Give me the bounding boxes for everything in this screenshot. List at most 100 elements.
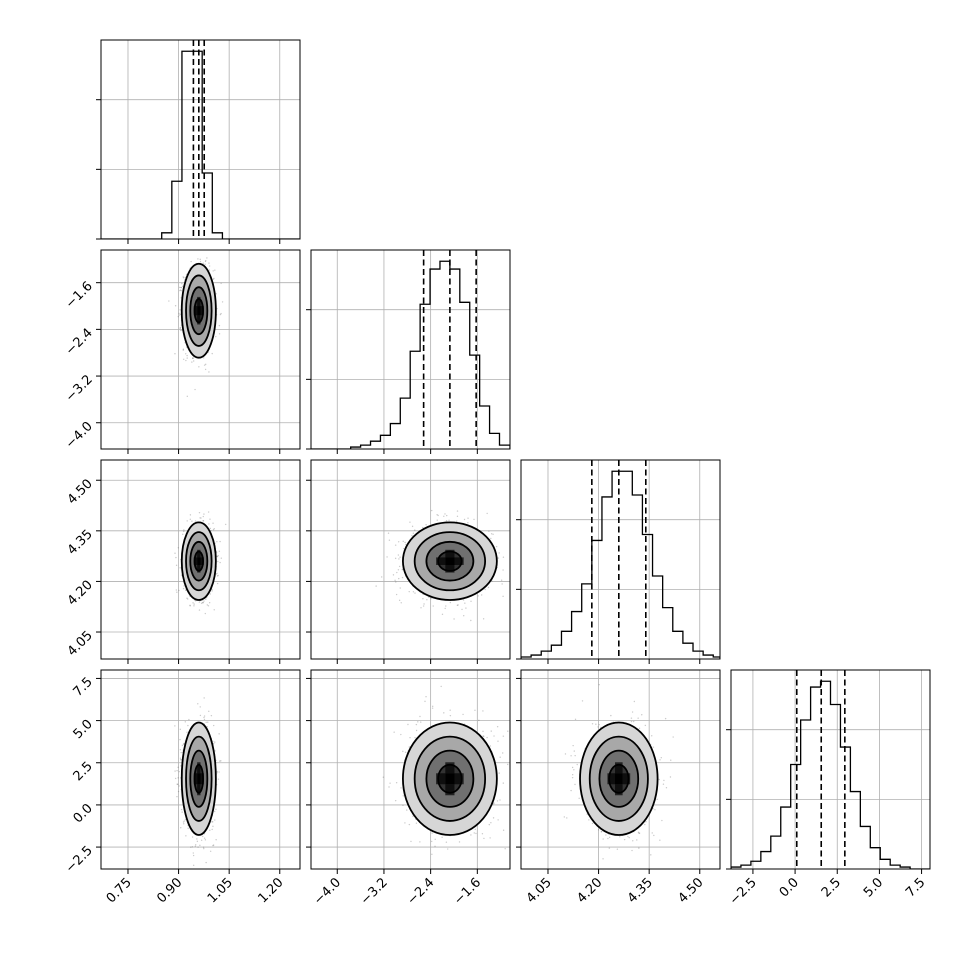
joint-panel-1-2-sample-180 [414, 529, 416, 531]
joint-panel-2-3-sample-1110 [672, 736, 674, 738]
joint-panel-0-1-core [193, 296, 204, 325]
joint-panel-0-3-sample-918 [181, 744, 184, 747]
joint-panel-1-2 [306, 459, 511, 664]
joint-panel-1-2-sample-1217 [386, 556, 388, 558]
joint-panel-1-2-sample-402 [411, 534, 413, 537]
joint-panel-0-3-sample-1252 [211, 821, 213, 823]
joint-panel-0-3-sample-1233 [192, 854, 195, 857]
joint-panel-0-2-sample-892 [207, 511, 210, 513]
joint-panel-2-3-sample-404 [659, 839, 661, 841]
joint-panel-0-2-sample-1062 [175, 556, 177, 559]
joint-panel-2-3-sample-1179 [651, 735, 653, 737]
joint-panel-0-1-sample-532 [184, 276, 187, 278]
joint-panel-0-3-sample-666 [174, 770, 176, 772]
joint-panel-1-2-sample-1040 [490, 537, 492, 540]
joint-panel-0-2: 4.05 4.20 4.35 4.50 [65, 459, 301, 664]
joint-panel-1-3-sample-615 [489, 837, 491, 839]
joint-panel-0-3-sample-83 [203, 715, 206, 717]
joint-panel-0-1-sample-1102 [178, 312, 180, 315]
joint-panel-1-2-sample-1122 [501, 583, 503, 585]
joint-panel-1-2-sample-1304 [498, 552, 500, 554]
x-tick-label-3-2: 2.5 [819, 875, 844, 900]
joint-panel-1-2-sample-741 [492, 533, 494, 535]
joint-panel-0-1-sample-639 [219, 313, 222, 316]
joint-panel-1-2-sample-310 [453, 618, 455, 620]
y-tick-label-3-4: 7.5 [71, 675, 96, 700]
hist-panel-1-area [311, 250, 510, 449]
joint-panel-1-2-sample-993 [395, 581, 397, 583]
joint-panel-1-3-area [311, 670, 514, 869]
joint-panel-1-3-core-cell-0-1 [436, 773, 446, 785]
joint-panel-0-2-sample-169 [209, 518, 211, 520]
joint-panel-1-2-sample-187 [456, 510, 459, 512]
joint-panel-0-1-sample-1336 [199, 260, 202, 263]
joint-panel-1-2-sample-93 [482, 618, 485, 620]
joint-panel-0-1-sample-673 [213, 277, 215, 280]
joint-panel-0-2-sample-92 [202, 515, 204, 518]
joint-panel-1-2-sample-410 [502, 569, 504, 571]
joint-panel-2-3-sample-616 [632, 840, 634, 842]
joint-panel-0-3-sample-202 [202, 846, 205, 849]
joint-panel-2-3-sample-611 [659, 759, 661, 761]
joint-panel-1-3-sample-297 [486, 736, 488, 739]
joint-panel-0-3-core-cell-0-1 [193, 773, 198, 785]
joint-panel-0-3-sample-1002 [219, 760, 221, 762]
joint-panel-0-1-sample-189 [179, 289, 182, 291]
joint-panel-1-3-sample-1224 [490, 730, 492, 732]
joint-panel-1-2-sample-440 [430, 509, 433, 512]
joint-panel-1-3-sample-518 [388, 786, 390, 788]
joint-panel-0-3-sample-356 [195, 844, 197, 846]
joint-panel-2-3-frame [520, 669, 721, 870]
joint-panel-1-3-sample-392 [419, 841, 421, 843]
joint-panel-0-2-sample-69 [213, 609, 215, 611]
joint-panel-0-3-sample-1305 [180, 758, 182, 761]
joint-panel-1-3-sample-889 [504, 848, 506, 850]
joint-panel-2-3-sample-690 [652, 746, 655, 748]
joint-panel-2-3-sample-908 [661, 819, 663, 822]
y-tick-label-2-2: 4.35 [65, 527, 96, 558]
joint-panel-0-1-sample-1251 [182, 277, 185, 279]
joint-panel-0-2-sample-67 [216, 555, 219, 558]
joint-panel-1-2-sample-625 [491, 580, 493, 582]
joint-panel-1-2-sample-1303 [414, 592, 416, 594]
joint-panel-1-3-sample-761 [513, 786, 514, 787]
joint-panel-1-3-sample-1371 [382, 776, 385, 778]
joint-panel-0-2-sample-1000 [182, 533, 184, 536]
joint-panel-1-2-sample-580 [397, 554, 400, 556]
joint-panel-1-3-sample-558 [440, 685, 442, 688]
joint-panel-1-2-sample-596 [477, 595, 479, 597]
joint-panel-1-2-sample-495 [392, 574, 395, 576]
joint-panel-0-1-sample-1303 [185, 359, 187, 362]
joint-panel-2-3-sample-1008 [630, 720, 633, 723]
joint-panel-0-2-sample-105 [176, 591, 178, 593]
joint-panel-2-3-sample-859 [628, 836, 630, 839]
joint-panel-2-3-sample-285 [631, 711, 634, 713]
joint-panel-0-1-sample-510 [198, 366, 200, 368]
joint-panel-0-3-core-cell-1-1 [197, 773, 201, 785]
joint-panel-0-1-sample-781 [204, 263, 206, 265]
joint-panel-1-3-sample-1029 [431, 705, 434, 708]
joint-panel-0-3-sample-1351 [194, 845, 197, 848]
joint-panel-0-3-sample-1024 [188, 718, 190, 721]
joint-panel-1-3-sample-272 [482, 735, 484, 737]
joint-panel-0-1-sample-1379 [199, 258, 201, 261]
joint-panel-1-3-contour-2 [413, 735, 487, 822]
joint-panel-1-2-sample-591 [449, 601, 452, 604]
joint-panel-1-3-sample-1082 [498, 772, 500, 774]
y-tick-label-1-3: −1.6 [63, 279, 96, 312]
x-tick-label-0-0: 0.75 [104, 875, 135, 906]
joint-panel-0-3-sample-671 [203, 837, 206, 839]
joint-panel-1-3-core [436, 762, 464, 796]
joint-panel-2-3-sample-1042 [664, 717, 667, 720]
joint-panel-2-3-sample-91 [660, 757, 662, 759]
joint-panel-1-3-sample-403 [404, 822, 406, 824]
joint-panel-1-3-sample-547 [431, 840, 433, 843]
joint-panel-1-2-sample-1121 [436, 519, 438, 521]
joint-panel-1-3: −4.0 −3.2 −2.4 −1.6 [306, 669, 514, 908]
x-tick-label-1-0: −4.0 [311, 875, 344, 908]
joint-panel-0-1-sample-634 [179, 327, 181, 330]
joint-panel-0-2-sample-600 [192, 602, 194, 604]
joint-panel-0-1-sample-407 [218, 333, 221, 335]
joint-panel-2-3-sample-286 [578, 797, 580, 799]
joint-panel-0-3-sample-35 [215, 839, 217, 841]
